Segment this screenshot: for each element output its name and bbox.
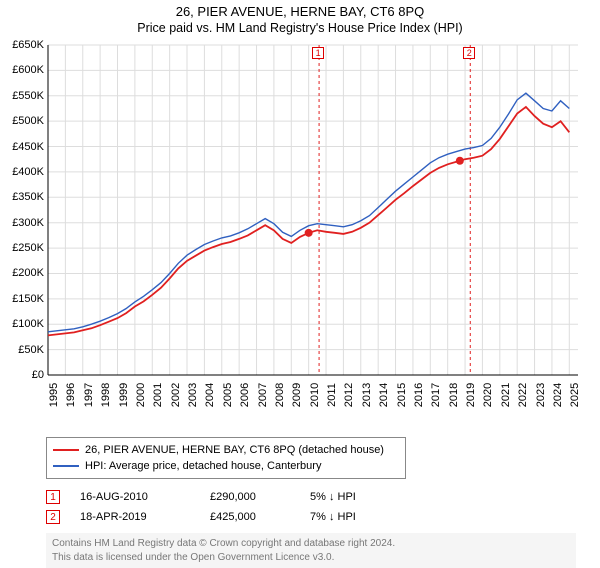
y-tick-label: £250K: [12, 242, 44, 254]
y-tick-label: £600K: [12, 64, 44, 76]
legend-label: HPI: Average price, detached house, Cant…: [85, 460, 321, 472]
x-tick-label: 2010: [309, 383, 321, 407]
x-tick-label: 2007: [257, 383, 269, 407]
x-tick-label: 2017: [430, 383, 442, 407]
legend: 26, PIER AVENUE, HERNE BAY, CT6 8PQ (det…: [46, 437, 406, 479]
y-tick-label: £50K: [18, 344, 44, 356]
x-tick-label: 2021: [500, 383, 512, 407]
page-title: 26, PIER AVENUE, HERNE BAY, CT6 8PQ: [0, 4, 600, 19]
y-tick-label: £450K: [12, 141, 44, 153]
x-tick-label: 2023: [535, 383, 547, 407]
x-tick-label: 2019: [465, 383, 477, 407]
x-tick-label: 2012: [343, 383, 355, 407]
x-tick-label: 2011: [326, 383, 338, 407]
x-tick-label: 2025: [569, 383, 581, 407]
footer-attribution: Contains HM Land Registry data © Crown c…: [46, 533, 576, 568]
legend-row: 26, PIER AVENUE, HERNE BAY, CT6 8PQ (det…: [53, 442, 399, 458]
footer-line-1: Contains HM Land Registry data © Crown c…: [52, 537, 570, 551]
page-subtitle: Price paid vs. HM Land Registry's House …: [0, 21, 600, 35]
event-number: 2: [46, 510, 60, 524]
event-number: 1: [46, 490, 60, 504]
y-tick-label: £350K: [12, 191, 44, 203]
x-tick-label: 2008: [274, 383, 286, 407]
x-tick-label: 2022: [517, 383, 529, 407]
event-date: 18-APR-2019: [80, 511, 190, 523]
x-tick-label: 1997: [83, 383, 95, 407]
x-tick-label: 2020: [482, 383, 494, 407]
event-row: 2 18-APR-2019 £425,000 7% ↓ HPI: [46, 507, 600, 527]
x-tick-label: 2018: [448, 383, 460, 407]
x-tick-label: 1998: [100, 383, 112, 407]
legend-row: HPI: Average price, detached house, Cant…: [53, 458, 399, 474]
sale-events: 1 16-AUG-2010 £290,000 5% ↓ HPI 2 18-APR-2019…: [46, 487, 600, 527]
x-tick-label: 2024: [552, 383, 564, 407]
x-tick-label: 2013: [361, 383, 373, 407]
x-tick-label: 2016: [413, 383, 425, 407]
x-tick-label: 2002: [170, 383, 182, 407]
y-tick-label: £400K: [12, 166, 44, 178]
y-tick-label: £650K: [12, 39, 44, 51]
y-tick-label: £200K: [12, 267, 44, 279]
event-delta: 5% ↓ HPI: [310, 491, 356, 503]
x-tick-label: 1996: [65, 383, 77, 407]
event-date: 16-AUG-2010: [80, 491, 190, 503]
x-tick-label: 1995: [48, 383, 60, 407]
x-tick-label: 2015: [396, 383, 408, 407]
event-price: £425,000: [210, 511, 290, 523]
y-tick-label: £300K: [12, 217, 44, 229]
x-tick-label: 2004: [204, 383, 216, 407]
price-chart: 12 £0£50K£100K£150K£200K£250K£300K£350K£…: [0, 35, 600, 415]
chart-svg: 12: [0, 35, 600, 415]
y-tick-label: £150K: [12, 293, 44, 305]
x-tick-label: 1999: [118, 383, 130, 407]
x-tick-label: 2003: [187, 383, 199, 407]
x-tick-label: 2000: [135, 383, 147, 407]
vline-marker: 1: [312, 47, 324, 59]
x-tick-label: 2005: [222, 383, 234, 407]
y-tick-label: £500K: [12, 115, 44, 127]
y-tick-label: £100K: [12, 318, 44, 330]
legend-swatch: [53, 465, 79, 467]
x-tick-label: 2006: [239, 383, 251, 407]
vline-marker: 2: [463, 47, 475, 59]
event-price: £290,000: [210, 491, 290, 503]
y-tick-label: £550K: [12, 90, 44, 102]
event-row: 1 16-AUG-2010 £290,000 5% ↓ HPI: [46, 487, 600, 507]
x-tick-label: 2014: [378, 383, 390, 407]
legend-label: 26, PIER AVENUE, HERNE BAY, CT6 8PQ (det…: [85, 444, 384, 456]
x-tick-label: 2001: [152, 383, 164, 407]
x-tick-label: 2009: [291, 383, 303, 407]
event-delta: 7% ↓ HPI: [310, 511, 356, 523]
footer-line-2: This data is licensed under the Open Gov…: [52, 551, 570, 565]
y-tick-label: £0: [32, 369, 44, 381]
legend-swatch: [53, 449, 79, 451]
